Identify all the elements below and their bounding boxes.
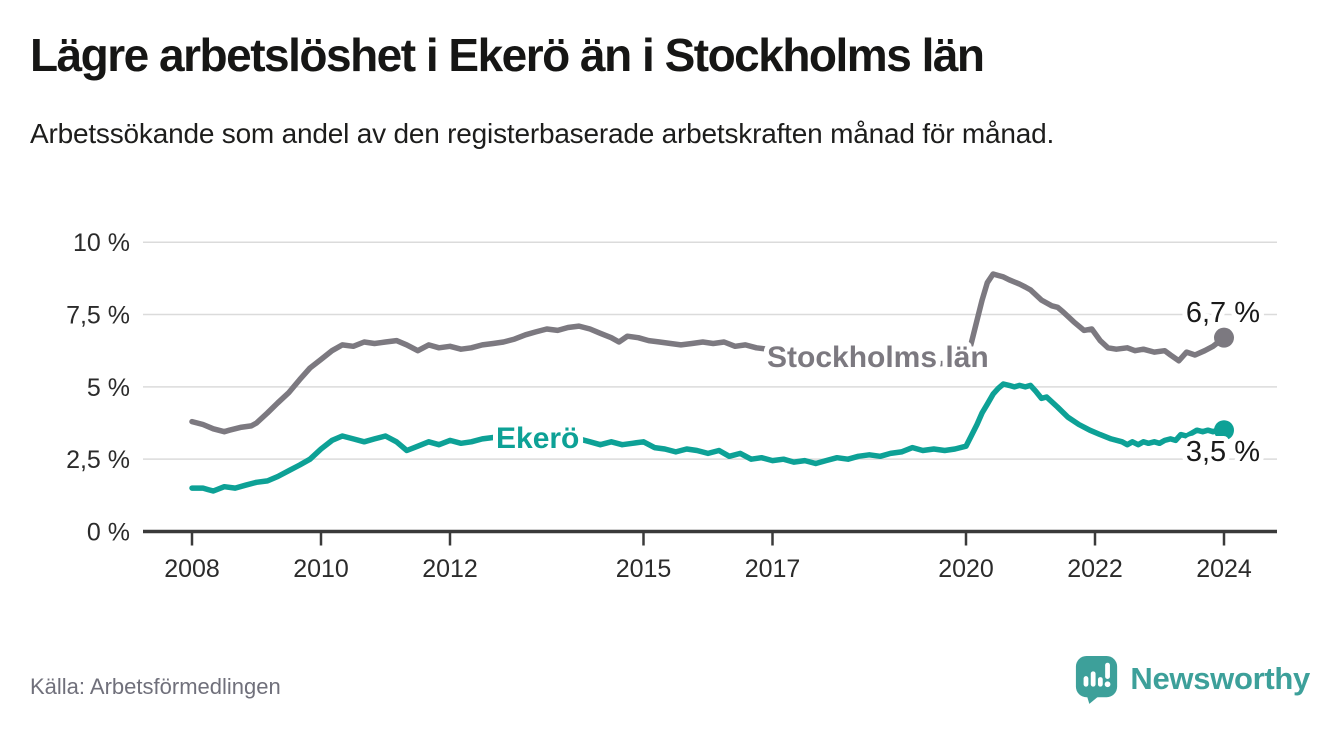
- chart-subtitle: Arbetssökande som andel av den registerb…: [30, 118, 1055, 149]
- y-tick-label: 0 %: [87, 519, 130, 547]
- series-lines: [189, 271, 1227, 494]
- source-note: Källa: Arbetsförmedlingen: [30, 674, 281, 699]
- gridlines: [143, 241, 1277, 460]
- x-tick-label: 2008: [164, 555, 220, 583]
- end-value-label-ekero: 3,5 %: [1186, 436, 1260, 468]
- x-tick-label: 2022: [1067, 555, 1123, 583]
- x-tick-label: 2015: [616, 555, 672, 583]
- x-tick-label: 2012: [422, 555, 478, 583]
- series-line-stockholms-lan: [189, 271, 1227, 435]
- y-tick-label: 2,5 %: [66, 446, 130, 474]
- x-tick-label: 2024: [1196, 555, 1252, 583]
- series-label-stockholms-lan: Stockholms län: [767, 341, 989, 374]
- newsworthy-logo-icon: [1076, 656, 1118, 704]
- axis-labels: 2008 2010 2012 2015 2017 2020 2022 2024 0 % 2,5 %…: [66, 229, 1252, 583]
- series-label-ekero: Ekerö: [496, 422, 579, 455]
- series-line-ekero: [189, 381, 1227, 494]
- x-tick-label: 2020: [938, 555, 994, 583]
- end-value-label-stockholms-lan: 6,7 %: [1186, 297, 1260, 329]
- y-tick-label: 10 %: [73, 229, 130, 257]
- page-title: Lägre arbetslöshet i Ekerö än i Stockhol…: [30, 29, 985, 81]
- end-dot-ekero: [1214, 420, 1234, 441]
- newsworthy-brand: Newsworthy: [1074, 654, 1310, 704]
- x-tick-label: 2017: [745, 555, 801, 583]
- axes: [143, 529, 1277, 546]
- y-tick-label: 5 %: [87, 374, 130, 402]
- y-tick-label: 7,5 %: [66, 302, 130, 330]
- newsworthy-brand-name: Newsworthy: [1130, 661, 1310, 696]
- x-tick-label: 2010: [293, 555, 349, 583]
- series-end-dots: [1214, 327, 1234, 441]
- end-dot-stockholms-lan: [1214, 327, 1234, 348]
